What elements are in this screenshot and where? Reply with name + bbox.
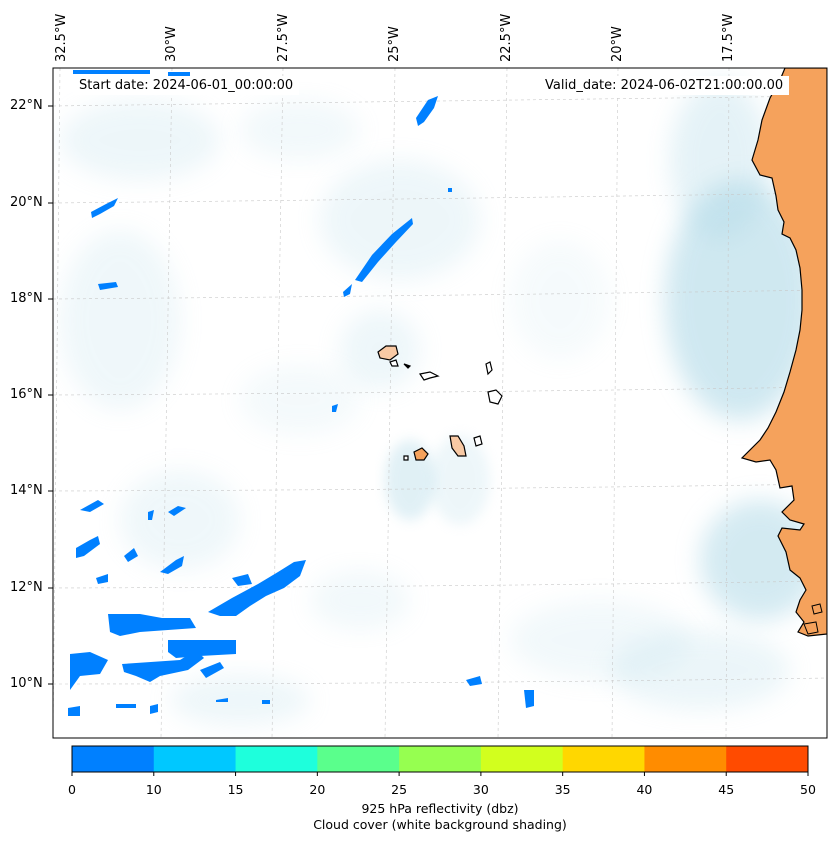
lon-label-32-5w: 32.5°W (54, 13, 69, 62)
lat-label-20n: 20°N (10, 195, 43, 210)
colorbar-tick-label: 45 (718, 782, 735, 797)
lon-label-25w: 25°W (387, 26, 402, 62)
colorbar-segment-3 (317, 746, 400, 772)
lat-label-10n: 10°N (10, 676, 43, 691)
colorbar-tick-label: 20 (309, 782, 326, 797)
colorbar-segment-6 (562, 746, 645, 772)
colorbar-tick-label: 40 (636, 782, 653, 797)
colorbar (71, 745, 809, 776)
map-frame (52, 67, 828, 739)
colorbar-border (71, 745, 809, 773)
lon-label-17-5w: 17.5°W (721, 13, 736, 62)
colorbar-label: 925 hPa reflectivity (dbz) Cloud cover (… (72, 801, 808, 833)
reflectivity-cells (68, 70, 534, 716)
colorbar-segment-1 (153, 746, 237, 772)
colorbar-tick-label: 0 (68, 782, 76, 797)
island-maio (473, 435, 483, 447)
colorbar-tick-label: 25 (391, 782, 408, 797)
colorbar-label-cloud-cover: Cloud cover (white background shading) (313, 817, 567, 832)
colorbar-tick-label: 50 (800, 782, 816, 797)
colorbar-label-reflectivity: 925 hPa reflectivity (dbz) (361, 801, 519, 816)
cabo-verde-islands (377, 345, 503, 461)
colorbar-tick-label: 30 (472, 782, 489, 797)
colorbar-segment-8 (726, 746, 809, 772)
lat-label-16n: 16°N (10, 387, 43, 402)
lat-label-18n: 18°N (10, 291, 43, 306)
lat-label-12n: 12°N (10, 580, 43, 595)
lon-label-27-5w: 27.5°W (276, 13, 291, 62)
lon-label-22-5w: 22.5°W (499, 13, 514, 62)
island-sao-vicente (389, 359, 399, 367)
island-boa-vista (487, 389, 503, 405)
colorbar-tick-label: 10 (145, 782, 162, 797)
lat-label-14n: 14°N (10, 483, 43, 498)
colorbar-segment-2 (235, 746, 318, 772)
bissagos-islands (803, 603, 823, 635)
colorbar-segment-0 (72, 746, 155, 772)
colorbar-segment-5 (480, 746, 564, 772)
lon-label-30w: 30°W (164, 26, 179, 62)
colorbar-segment-7 (644, 746, 727, 772)
island-sal (485, 361, 493, 376)
island-santo-antao (377, 345, 399, 361)
africa-landmass (740, 68, 827, 637)
colorbar-tick-label: 15 (227, 782, 244, 797)
lat-ticks (48, 105, 53, 685)
lat-label-22n: 22°N (10, 98, 43, 113)
start-date-label: Start date: 2024-06-01_00:00:00 (73, 76, 300, 95)
island-sao-nicolau (419, 371, 440, 381)
island-fogo (413, 447, 429, 461)
lon-label-20w: 20°W (610, 26, 625, 62)
island-santa-luzia (403, 363, 412, 369)
cloud-cover-shading (60, 80, 820, 725)
island-brava (403, 455, 409, 461)
colorbar-segment-4 (399, 746, 482, 772)
graticule (53, 68, 827, 738)
island-santiago (449, 435, 467, 457)
colorbar-tick-label: 35 (554, 782, 571, 797)
valid-date-label: Valid_date: 2024-06-02T21:00:00.00 (539, 76, 790, 95)
